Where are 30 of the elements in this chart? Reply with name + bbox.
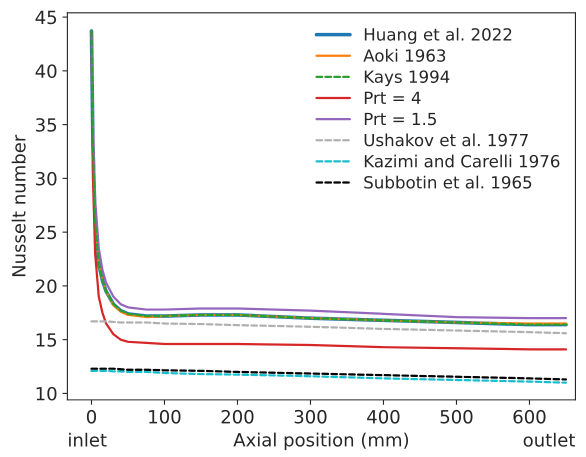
x-tick-label: 0 bbox=[86, 410, 96, 424]
legend-label: Kays 1994 bbox=[364, 70, 450, 86]
x-tick-label: 600 bbox=[513, 410, 546, 424]
x-tick-label: 500 bbox=[440, 410, 472, 424]
x-tick-label: 200 bbox=[222, 410, 254, 424]
legend-label: Kazimi and Carelli 1976 bbox=[364, 154, 560, 168]
y-tick-label: 40 bbox=[36, 64, 56, 78]
text: inlet bbox=[69, 432, 107, 447]
line-series bbox=[90, 370, 568, 384]
y-tick-label: 20 bbox=[36, 279, 56, 294]
y-tick-label: 35 bbox=[36, 118, 56, 132]
legend-label: Huang et al. 2022 bbox=[364, 28, 512, 44]
text: outlet bbox=[524, 432, 576, 447]
y-axis-title: Nusselt number bbox=[12, 134, 26, 276]
x-tick-label: 300 bbox=[294, 410, 327, 424]
legend-label: Subbotin et al. 1965 bbox=[364, 176, 532, 189]
x-tick-label: 100 bbox=[149, 410, 181, 424]
legend-label: Prt = 4 bbox=[364, 92, 421, 104]
legend-label: Ushakov et al. 1977 bbox=[364, 133, 528, 146]
x-axis-title: Axial position (mm) bbox=[233, 432, 408, 450]
y-tick-label: 30 bbox=[36, 172, 56, 186]
line-series bbox=[90, 320, 568, 334]
x-tick-label: 400 bbox=[367, 410, 400, 424]
y-tick-label: 45 bbox=[36, 10, 56, 24]
y-tick-label: 25 bbox=[36, 226, 56, 240]
legend-label: Prt = 1.5 bbox=[364, 112, 436, 126]
y-tick-label: 15 bbox=[36, 333, 56, 347]
legend-label: Aoki 1963 bbox=[363, 48, 446, 62]
line-series bbox=[90, 368, 568, 381]
y-tick-label: 10 bbox=[36, 386, 56, 401]
